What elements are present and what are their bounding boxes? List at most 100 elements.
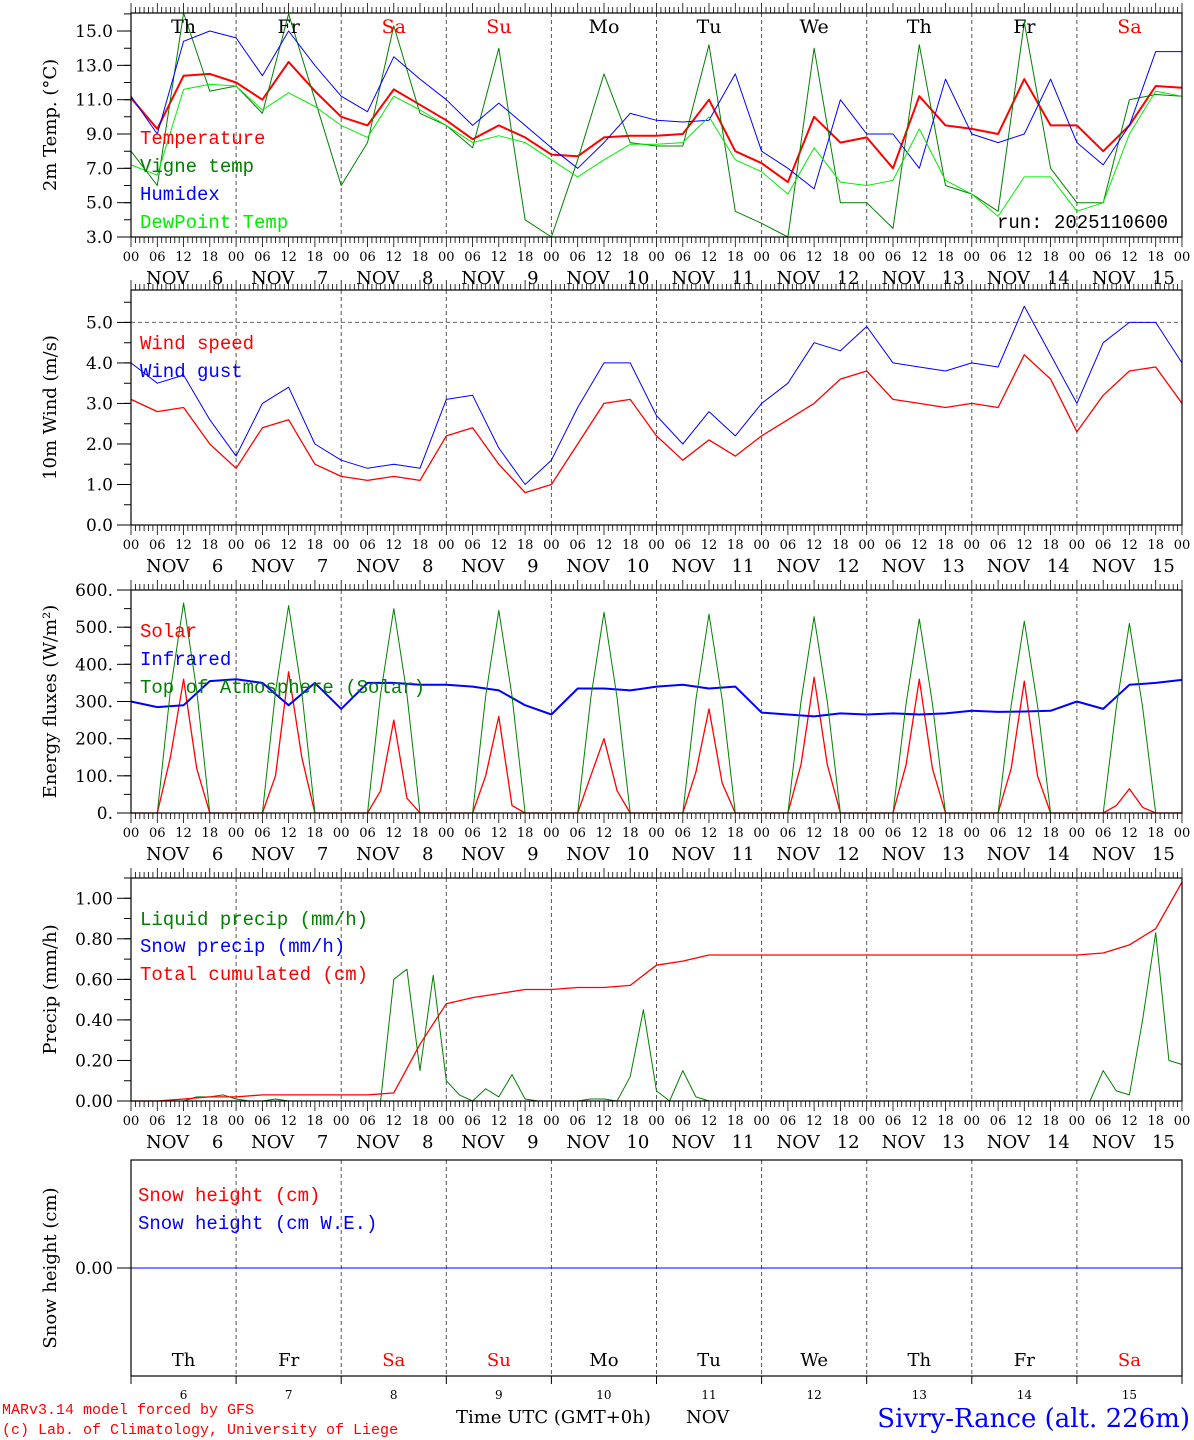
x-hour-label: 06 <box>885 538 902 553</box>
x-day-label: 13 <box>942 556 965 577</box>
x-day-label: 7 <box>317 844 328 865</box>
x-hour-label: 06 <box>569 1114 586 1129</box>
x-hour-label: 18 <box>1042 250 1059 265</box>
x-hour-label: 06 <box>990 538 1007 553</box>
x-hour-label: 00 <box>333 250 350 265</box>
x-hour-label: 12 <box>806 826 823 841</box>
x-hour-label: 06 <box>990 250 1007 265</box>
x-month-label: NOV <box>146 556 190 577</box>
x-day-label: 11 <box>732 268 755 289</box>
series-wind-speed <box>130 354 1183 494</box>
y-tick-label: 0. <box>97 804 113 824</box>
y-tick-label: 0.40 <box>75 1011 113 1031</box>
legend-temperature: Temperature <box>140 128 265 150</box>
x-hour-label: 12 <box>806 1114 823 1129</box>
x-month-label: NOV <box>146 844 190 865</box>
x-hour-label: 00 <box>438 826 455 841</box>
x-hour-label: 00 <box>1069 538 1086 553</box>
x-hour-label: 06 <box>990 1114 1007 1129</box>
day-number-label: 7 <box>285 1388 293 1402</box>
day-number-label: 8 <box>390 1388 398 1402</box>
legend-liquid-precip: Liquid precip (mm/h) <box>140 909 368 931</box>
day-number-label: 11 <box>701 1388 716 1402</box>
x-hour-label: 06 <box>675 538 692 553</box>
x-hour-label: 06 <box>780 1114 797 1129</box>
x-hour-label: 00 <box>1174 1114 1191 1129</box>
x-hour-label: 00 <box>123 538 140 553</box>
x-day-label: 15 <box>1152 268 1175 289</box>
y-tick-label: 0.20 <box>75 1051 113 1071</box>
x-hour-label: 12 <box>1016 250 1033 265</box>
x-hour-label: 00 <box>333 538 350 553</box>
x-day-label: 7 <box>317 556 328 577</box>
weekday-label: Th <box>907 1350 931 1371</box>
x-day-label: 13 <box>942 844 965 865</box>
x-day-label: 11 <box>732 1132 755 1153</box>
weekday-label: Su <box>486 16 511 38</box>
legend-snow-precip: Snow precip (mm/h) <box>140 936 345 958</box>
series-vigne-temp <box>130 12 1183 238</box>
x-hour-label: 18 <box>622 538 639 553</box>
x-hour-label: 00 <box>543 826 560 841</box>
x-hour-label: 06 <box>1095 250 1112 265</box>
x-hour-label: 06 <box>675 250 692 265</box>
x-hour-label: 18 <box>727 250 744 265</box>
model-label: MARv3.14 model forced by GFS <box>2 1402 254 1419</box>
x-hour-label: 06 <box>569 826 586 841</box>
x-month-label: NOV <box>356 556 400 577</box>
y-tick-label: 9.0 <box>86 125 113 145</box>
y-axis-label: Energy fluxes (W/m²) <box>40 605 61 799</box>
x-hour-label: 00 <box>648 826 665 841</box>
x-hour-label: 06 <box>254 826 271 841</box>
x-hour-label: 18 <box>832 826 849 841</box>
x-hour-label: 12 <box>280 538 297 553</box>
legend-toa-solar: Top of Atmosphere (Solar) <box>140 677 425 699</box>
x-hour-label: 06 <box>885 1114 902 1129</box>
x-month-label: NOV <box>1092 556 1136 577</box>
x-hour-label: 12 <box>911 826 928 841</box>
x-hour-label: 18 <box>412 538 429 553</box>
x-month-label: NOV <box>987 1132 1031 1153</box>
x-hour-label: 18 <box>517 1114 534 1129</box>
x-day-label: 8 <box>422 1132 433 1153</box>
x-hour-label: 18 <box>517 538 534 553</box>
legend-snow-height-we: Snow height (cm W.E.) <box>138 1213 377 1235</box>
x-month-label: NOV <box>777 268 821 289</box>
x-hour-label: 18 <box>832 538 849 553</box>
day-number-label: 10 <box>596 1388 611 1402</box>
x-hour-label: 06 <box>254 250 271 265</box>
x-hour-label: 18 <box>412 826 429 841</box>
weekday-label: We <box>800 16 829 38</box>
x-month-label: NOV <box>566 844 610 865</box>
legend-vigne-temp: Vigne temp <box>140 156 254 178</box>
x-hour-label: 00 <box>543 538 560 553</box>
x-hour-label: 06 <box>1095 826 1112 841</box>
x-hour-label: 18 <box>307 538 324 553</box>
y-tick-label: 7.0 <box>86 159 113 179</box>
x-hour-label: 12 <box>280 1114 297 1129</box>
x-hour-label: 06 <box>464 1114 481 1129</box>
weekday-label: Fr <box>278 16 301 38</box>
x-month-label: NOV <box>1092 268 1136 289</box>
y-tick-label: 13.0 <box>75 56 113 76</box>
x-hour-label: 18 <box>937 250 954 265</box>
x-month-label: NOV <box>461 556 505 577</box>
x-hour-label: 00 <box>1069 250 1086 265</box>
day-number-label: 13 <box>912 1388 927 1402</box>
y-tick-label: 100. <box>75 767 113 787</box>
x-day-label: 11 <box>732 844 755 865</box>
x-hour-ticks <box>130 3 1183 247</box>
y-tick-label: 3.0 <box>86 228 113 248</box>
x-hour-label: 12 <box>175 1114 192 1129</box>
x-hour-label: 18 <box>307 1114 324 1129</box>
x-month-label: NOV <box>882 1132 926 1153</box>
x-hour-label: 18 <box>622 250 639 265</box>
x-hour-label: 00 <box>228 826 245 841</box>
x-hour-label: 12 <box>806 538 823 553</box>
x-day-label: 14 <box>1047 556 1070 577</box>
y-tick-label: 0.00 <box>75 1092 113 1112</box>
x-hour-label: 06 <box>885 250 902 265</box>
weekday-label: Su <box>487 1350 511 1371</box>
x-month-label: NOV <box>146 268 190 289</box>
